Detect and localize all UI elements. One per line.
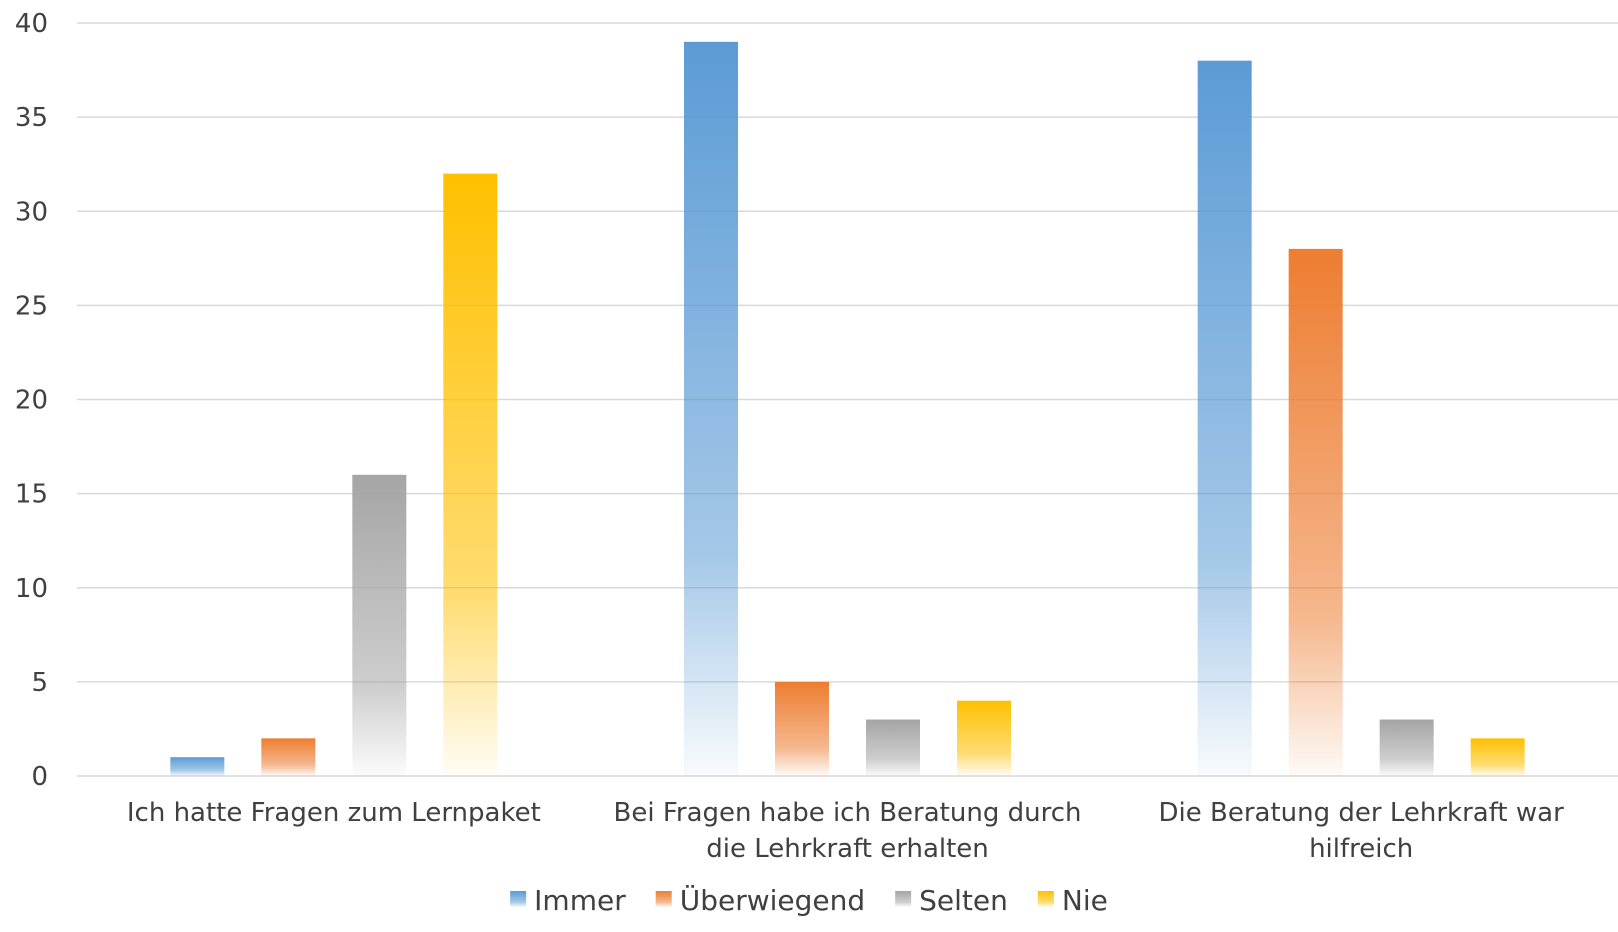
category-label: die Lehrkraft erhalten: [706, 834, 989, 864]
bars: [170, 41, 1525, 777]
legend-label: Immer: [534, 884, 626, 917]
legend-label: Nie: [1062, 884, 1108, 917]
category-label: Die Beratung der Lehrkraft war: [1159, 798, 1565, 828]
y-tick-label: 25: [15, 291, 48, 321]
legend: Immer Überwiegend Selten Nie: [510, 883, 1108, 917]
legend-label: Überwiegend: [680, 883, 865, 917]
y-tick-label: 5: [31, 668, 48, 698]
bar-immer-2: [684, 41, 738, 776]
category-label: Ich hatte Fragen zum Lernpaket: [127, 798, 541, 828]
bar-immer-3: [1197, 60, 1252, 776]
legend-swatch-überwiegend: [655, 891, 672, 907]
legend-swatch-immer: [510, 891, 527, 907]
y-tick-label: 30: [15, 197, 48, 227]
bar-selten-1: [352, 474, 407, 776]
bar-nie-3: [1470, 738, 1525, 776]
category-label: hilfreich: [1309, 834, 1413, 864]
category-label: Bei Fragen habe ich Beratung durch: [614, 798, 1082, 828]
y-tick-label: 20: [15, 386, 48, 416]
bar-überwiegend-1: [261, 738, 316, 776]
y-tick-label: 10: [15, 574, 48, 604]
legend-swatch-nie: [1037, 891, 1054, 907]
y-tick-label: 15: [15, 480, 48, 510]
bar-überwiegend-2: [775, 681, 829, 776]
bar-immer-1: [170, 757, 225, 776]
bar-überwiegend-3: [1288, 248, 1343, 776]
y-tick-label: 0: [31, 762, 48, 792]
bar-selten-3: [1379, 719, 1434, 776]
y-tick-label: 35: [15, 103, 48, 133]
legend-swatch-selten: [895, 891, 912, 907]
legend-label: Selten: [919, 884, 1008, 917]
y-tick-label: 40: [15, 9, 48, 39]
bar-nie-2: [957, 700, 1011, 776]
y-axis-ticks: 0 5 10 15 20 25 30 35 40: [15, 9, 48, 792]
bar-nie-1: [443, 173, 498, 777]
gridlines: [77, 22, 1618, 777]
bar-selten-2: [866, 719, 920, 776]
x-axis-categories: Ich hatte Fragen zum Lernpaket Bei Fragen…: [127, 798, 1564, 864]
